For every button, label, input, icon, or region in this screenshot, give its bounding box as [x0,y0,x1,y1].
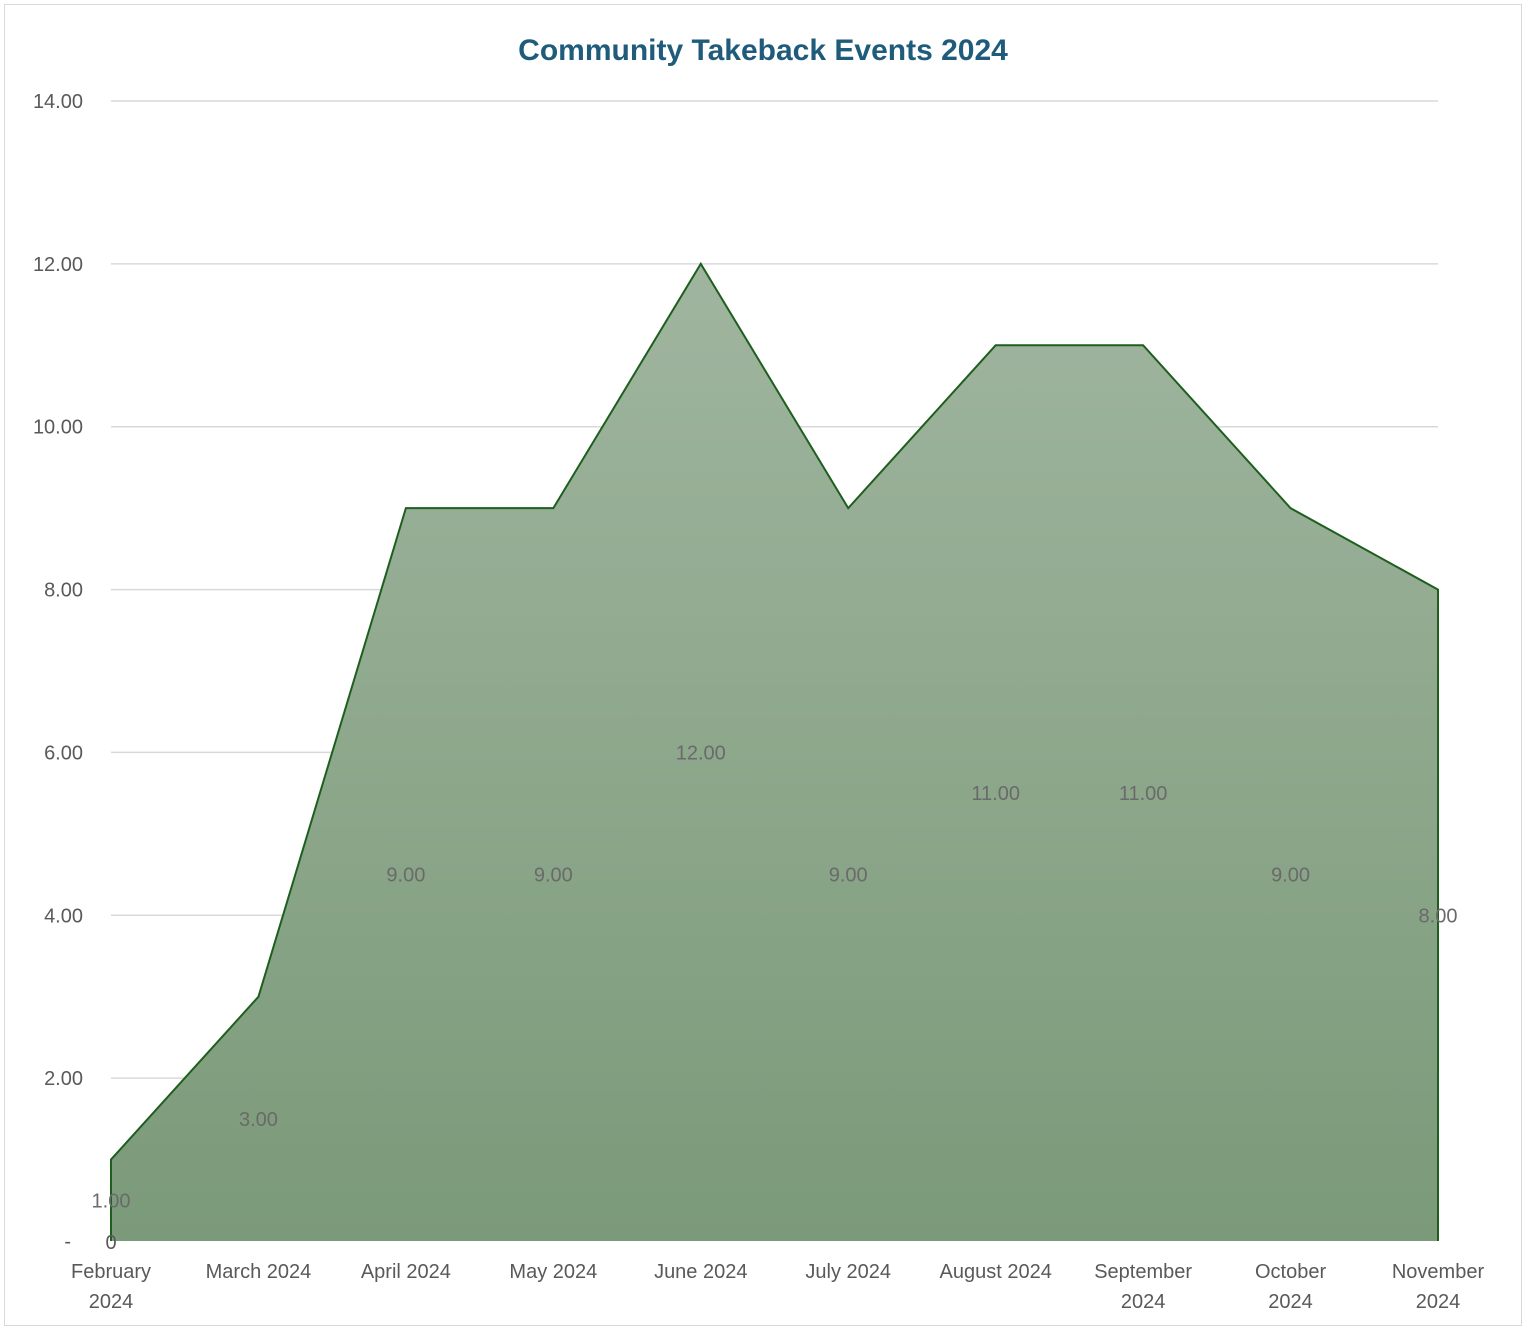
data-label: 9.00 [386,865,425,887]
y-axis-ticks: - 2.00 4.00 6.00 8.00 10.00 12.00 14.00 0 [33,91,117,1254]
y-tick-label: 14.00 [33,91,83,113]
x-tick-label: November 2024 [1392,1261,1485,1313]
y-tick-label: 8.00 [44,580,83,602]
data-label: 11.00 [971,783,1020,805]
y-tick-label: 10.00 [33,417,83,439]
x-tick-label: August 2024 [940,1261,1052,1283]
data-label: 9.00 [1271,865,1310,887]
data-label: 1.00 [92,1190,131,1212]
x-tick-label: September 2024 [1094,1261,1192,1313]
chart-title: Community Takeback Events 2024 [518,34,1008,67]
x-tick-label: April 2024 [361,1261,451,1283]
y-tick-label: 4.00 [44,905,83,927]
data-label: 3.00 [239,1109,278,1131]
y-tick-label: - [64,1231,71,1253]
chart-svg: Community Takeback Events 2024 - 2.00 4.00… [33,34,1485,1313]
origin-label: 0 [105,1232,116,1254]
x-tick-label: June 2024 [654,1261,747,1283]
data-label: 11.00 [1119,783,1168,805]
y-tick-label: 12.00 [33,254,83,276]
chart-frame: Community Takeback Events 2024 - 2.00 4.00… [4,4,1522,1326]
data-labels: 1.00 3.00 9.00 9.00 12.00 9.00 11.00 11.00 9.00 8… [92,742,1458,1212]
x-axis-ticks: February 2024 March 2024 April 2024 May 2024… [71,1261,1484,1313]
data-label: 9.00 [829,865,868,887]
x-tick-label: July 2024 [805,1261,891,1283]
x-tick-label: February 2024 [71,1261,151,1313]
data-label: 9.00 [534,865,573,887]
y-tick-label: 2.00 [44,1068,83,1090]
x-tick-label: May 2024 [509,1261,597,1283]
y-tick-label: 6.00 [44,742,83,764]
x-tick-label: March 2024 [206,1261,312,1283]
area-layer [110,261,1439,1241]
data-label: 8.00 [1419,905,1458,927]
data-label: 12.00 [676,742,726,764]
x-tick-label: October 2024 [1255,1261,1326,1313]
area-outline [110,261,1439,1241]
